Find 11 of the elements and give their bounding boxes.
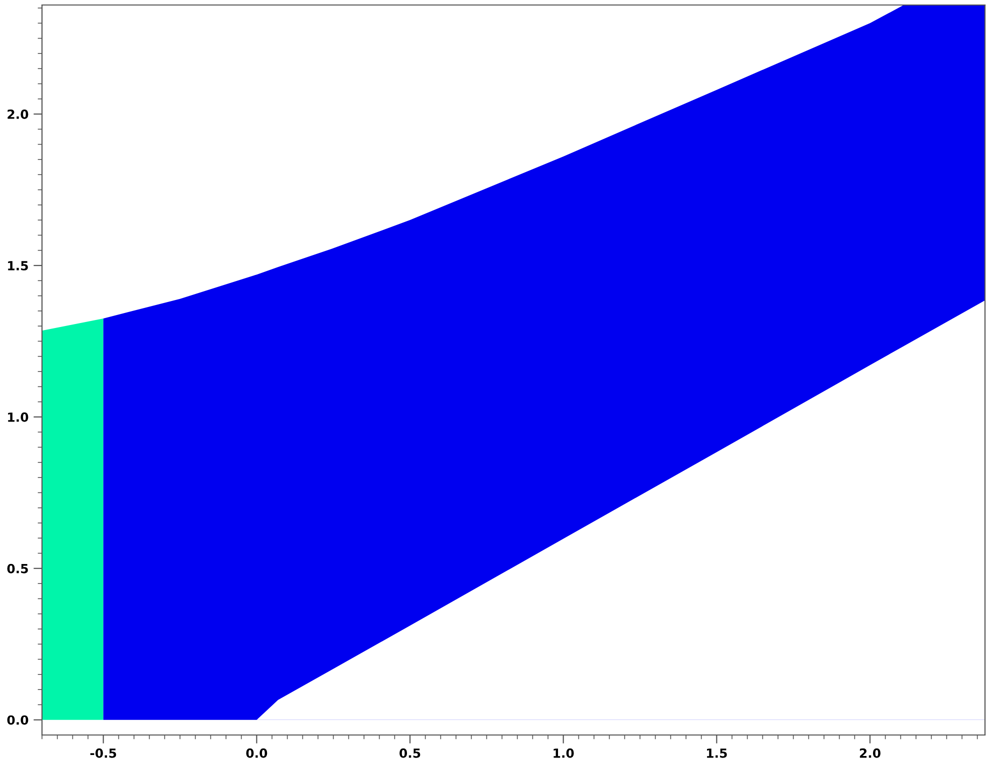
y-tick-label: 0.0 bbox=[7, 715, 28, 725]
y-tick-label: 0.5 bbox=[7, 564, 28, 574]
x-tick-label: 1.5 bbox=[707, 748, 727, 758]
y-tick-label: 2.0 bbox=[8, 110, 28, 119]
y-tick-label: 1.5 bbox=[8, 261, 28, 270]
x-tick-label: 2.0 bbox=[860, 748, 880, 758]
x-tick-label: -0.5 bbox=[90, 748, 116, 758]
y-tick-label: 1.0 bbox=[8, 412, 28, 422]
x-tick-label: 1.0 bbox=[554, 748, 574, 758]
x-tick-label: 0.0 bbox=[246, 748, 268, 758]
x-tick-label: 0.5 bbox=[400, 748, 420, 758]
